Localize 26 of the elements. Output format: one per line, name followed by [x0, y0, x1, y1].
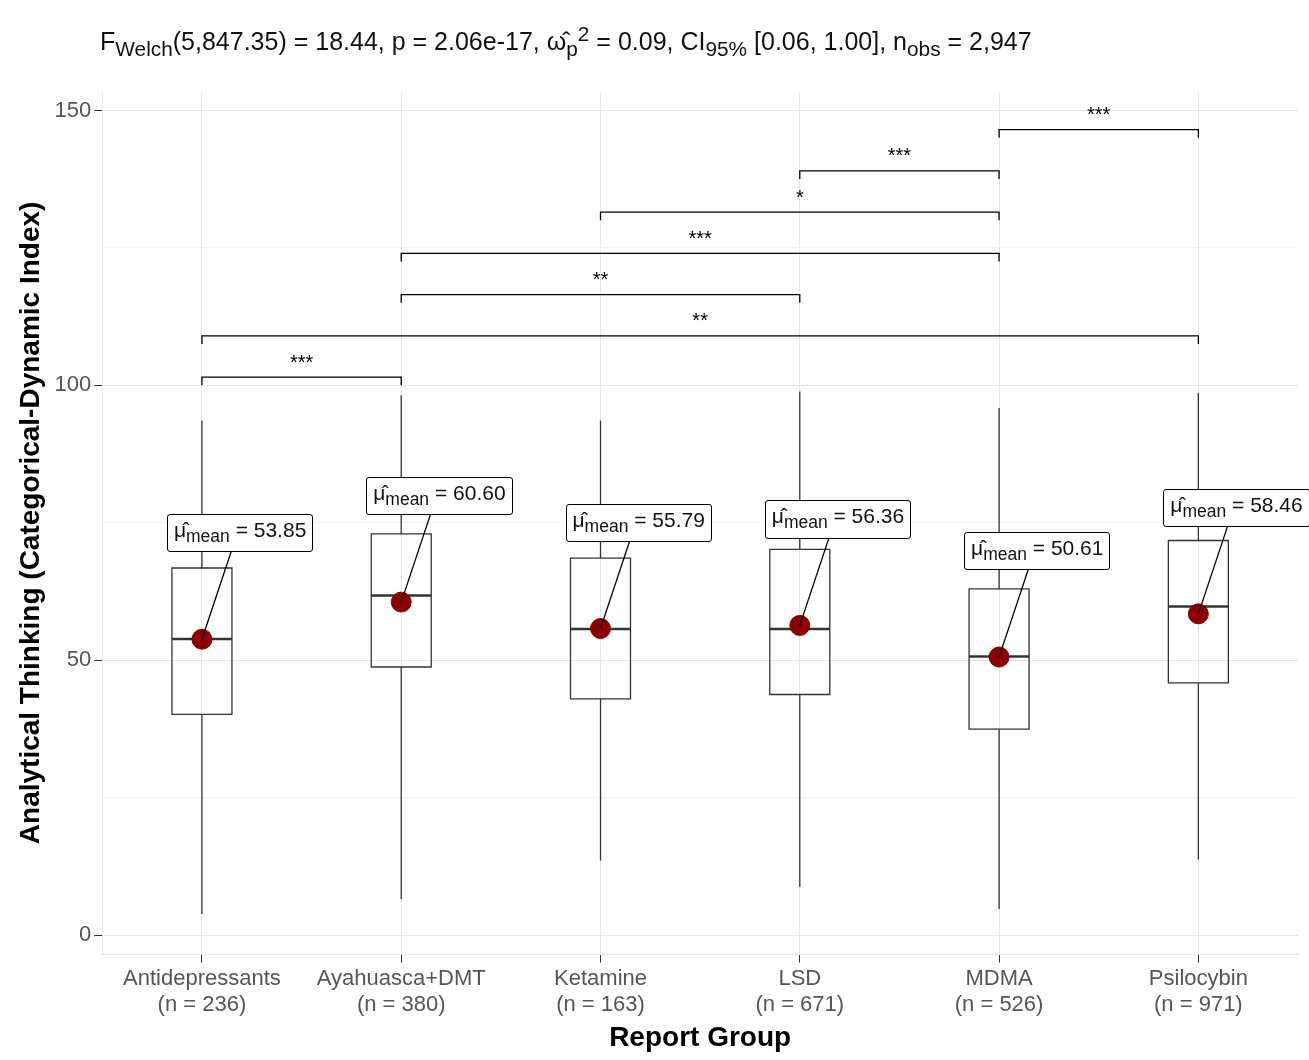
text: μ̂$_{mean}$ = 58.46	[1170, 492, 1303, 522]
chart-title: F$_{Welch}$(5,847.35) = 18.44, p = 2.06e-17, ω̂$_{p}$$^{2}$ = 0.09, CI$_{95%}$ [0.06, 1.00], n$_{obs}$ = 2,947	[100, 22, 1032, 61]
annotation: *	[795, 185, 804, 208]
x-axis-title: Report Group	[609, 1020, 792, 1052]
annotation: ***	[887, 144, 912, 167]
text: μ̂$_{mean}$ = 55.79	[572, 507, 705, 536]
annotation: **	[692, 309, 709, 332]
x-tick-label: Antidepressants (n = 236)	[123, 964, 281, 1017]
x-tick-label: Ayahuasca+DMT (n = 380)	[316, 964, 486, 1017]
x-tick-label: Psilocybin (n = 971)	[1148, 964, 1248, 1017]
y-tick-label: 0	[79, 921, 92, 947]
text: μ̂$_{mean}$ = 50.61	[971, 536, 1104, 565]
text: μ̂$_{mean}$ = 53.85	[173, 518, 307, 547]
annotation: ***	[1087, 103, 1111, 126]
x-tick-label: MDMA (n = 526)	[954, 964, 1044, 1017]
annotation: **	[592, 268, 609, 291]
text: μ̂$_{mean}$ = 60.60	[373, 481, 506, 510]
annotation: ***	[688, 226, 713, 249]
y-tick-label: 50	[66, 646, 92, 672]
x-tick-label: LSD (n = 671)	[755, 964, 845, 1017]
y-tick-label: 150	[54, 96, 92, 122]
text: μ̂$_{mean}$ = 56.36	[771, 504, 905, 533]
x-tick-label: Ketamine (n = 163)	[554, 964, 647, 1017]
y-tick-label: 100	[54, 371, 92, 397]
y-axis-title: Analytical Thinking (Categorical-Dynamic Index)	[13, 201, 45, 845]
annotation: ***	[289, 350, 314, 373]
